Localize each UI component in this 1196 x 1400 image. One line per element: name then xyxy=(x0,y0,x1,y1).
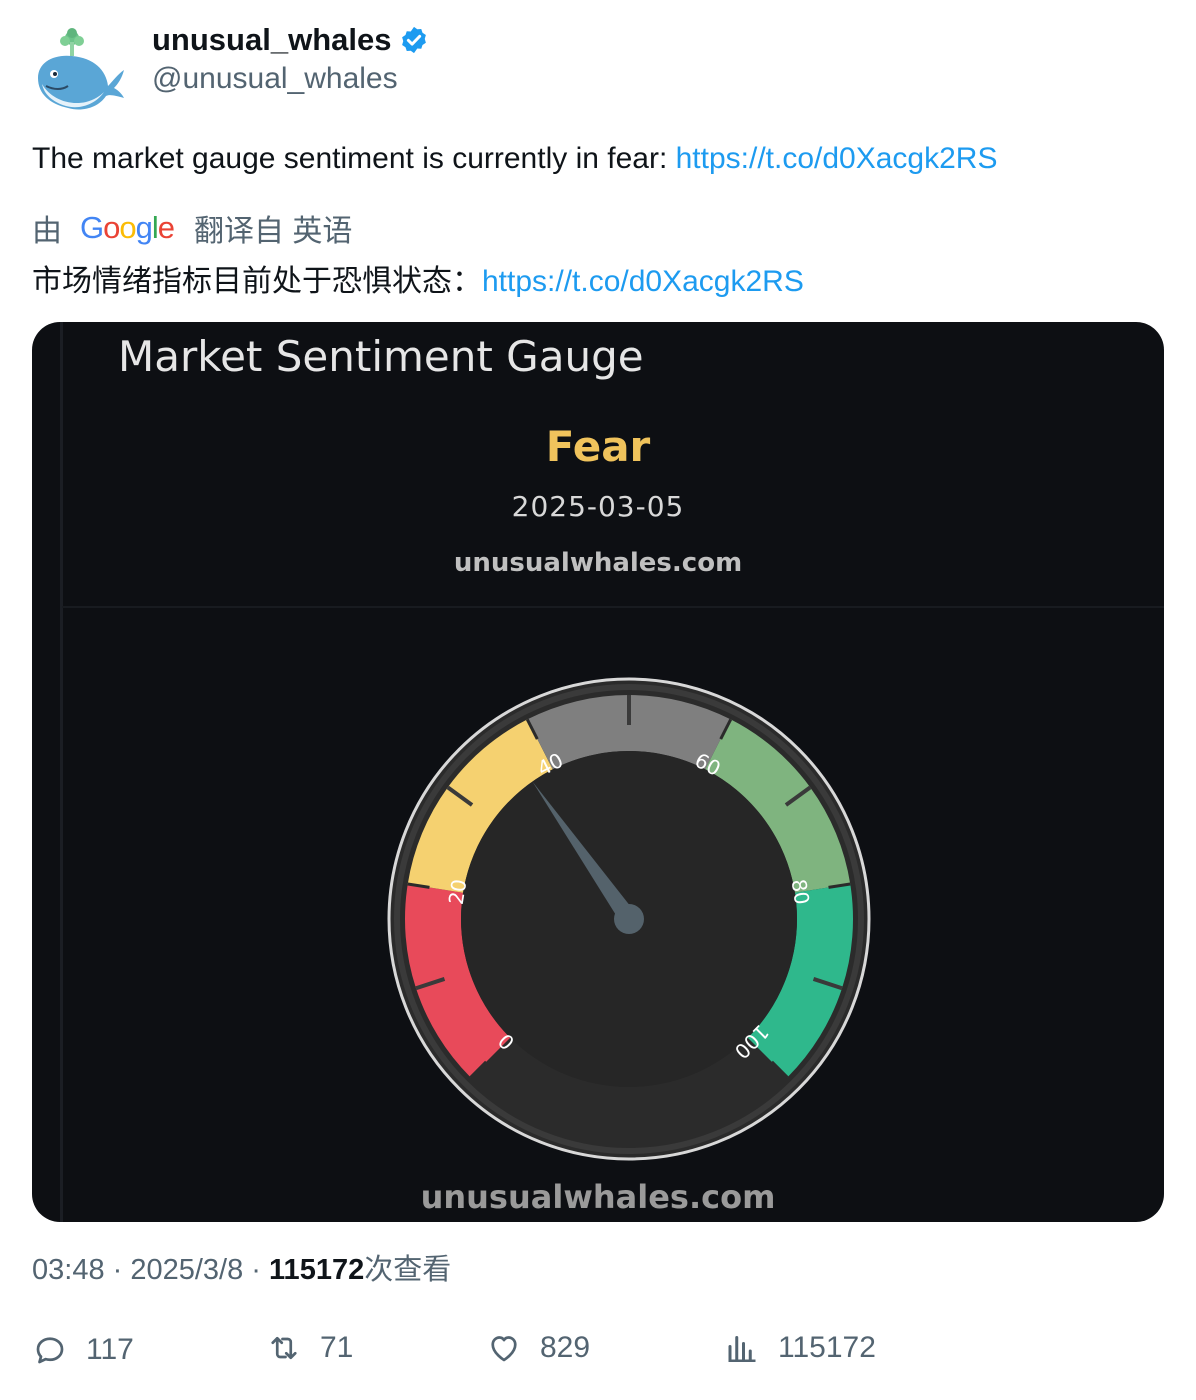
view-suffix: 次查看 xyxy=(364,1254,452,1286)
gauge-band-0 xyxy=(405,883,511,1078)
gauge-tick-10 xyxy=(415,977,446,991)
gauge-site: unusualwhales.com xyxy=(453,548,743,578)
action-bar: 117 71 829 115172 xyxy=(0,1330,1196,1376)
gauge-tick-30 xyxy=(446,785,474,807)
reply-icon xyxy=(36,1337,64,1364)
analytics-icon xyxy=(728,1336,756,1362)
gauge-band-3 xyxy=(705,719,851,893)
reply-count: 117 xyxy=(86,1333,134,1366)
heart-icon xyxy=(491,1336,517,1362)
watermark: unusualwhales.com xyxy=(420,1178,776,1216)
gauge-tick-20 xyxy=(407,882,430,889)
reply-button[interactable]: 117 xyxy=(32,1332,134,1368)
retweet-icon xyxy=(271,1336,297,1360)
gauge-tick-60 xyxy=(719,718,733,740)
google-logo: Google xyxy=(80,210,175,245)
gauge-tick-label-80: 80 xyxy=(787,877,815,906)
gauge-tick-90 xyxy=(812,977,843,991)
retweet-button[interactable]: 71 xyxy=(266,1330,353,1366)
translation-from-label: 翻译自 英语 xyxy=(194,215,353,248)
gauge-band-2 xyxy=(527,695,731,770)
tweet-time[interactable]: 03:48 xyxy=(32,1254,105,1286)
tweet-text: The market gauge sentiment is currently … xyxy=(32,142,997,176)
gauge-needle xyxy=(532,781,637,925)
gauge-tick-100 xyxy=(770,1060,789,1079)
display-name[interactable]: unusual_whales xyxy=(152,22,392,57)
translation-by-label: 由 xyxy=(32,215,62,248)
tweet-meta: 03:48 · 2025/3/8 · 115172次查看 xyxy=(32,1254,452,1286)
like-button[interactable]: 829 xyxy=(486,1330,590,1366)
media-divider-vertical xyxy=(60,322,63,1222)
views-button[interactable]: 115172 xyxy=(724,1330,876,1366)
chart-title: Market Sentiment Gauge xyxy=(118,332,644,381)
tweet-link[interactable]: https://t.co/d0Xacgk2RS xyxy=(675,142,998,175)
whale-avatar-icon[interactable] xyxy=(32,24,128,120)
verified-badge-icon xyxy=(402,26,427,54)
tweet-media-image[interactable]: Market Sentiment Gauge Fear 2025-03-05 u… xyxy=(32,322,1164,1222)
translated-link[interactable]: https://t.co/d0Xacgk2RS xyxy=(482,265,804,298)
tweet-date[interactable]: 2025/3/8 xyxy=(130,1254,244,1286)
gauge-tick-80 xyxy=(828,882,851,889)
handle[interactable]: @unusual_whales xyxy=(152,62,398,95)
gauge-band-4 xyxy=(747,883,853,1078)
retweet-count: 71 xyxy=(320,1331,354,1364)
tweet-body: The market gauge sentiment is currently … xyxy=(32,142,676,175)
gauge-tick-40 xyxy=(525,718,539,740)
gauge-needle-hub xyxy=(614,904,644,934)
views-count: 115172 xyxy=(778,1331,876,1364)
gauge-tick-label-20: 20 xyxy=(444,877,472,906)
translated-body: 市场情绪指标目前处于恐惧状态： xyxy=(32,265,482,298)
sentiment-label: Fear xyxy=(545,422,651,471)
like-count: 829 xyxy=(540,1331,591,1364)
media-divider-horizontal xyxy=(62,606,1164,608)
gauge-bezel xyxy=(394,684,864,1154)
gauge-tick-0 xyxy=(469,1060,488,1079)
gauge-tick-70 xyxy=(784,785,812,807)
translated-text: 市场情绪指标目前处于恐惧状态：https://t.co/d0Xacgk2RS xyxy=(32,256,804,300)
gauge-band-1 xyxy=(407,719,553,893)
translation-attribution: 由 Google 翻译自 英语 xyxy=(32,206,352,250)
view-count: 115172 xyxy=(269,1254,365,1286)
gauge-date: 2025-03-05 xyxy=(511,490,685,523)
